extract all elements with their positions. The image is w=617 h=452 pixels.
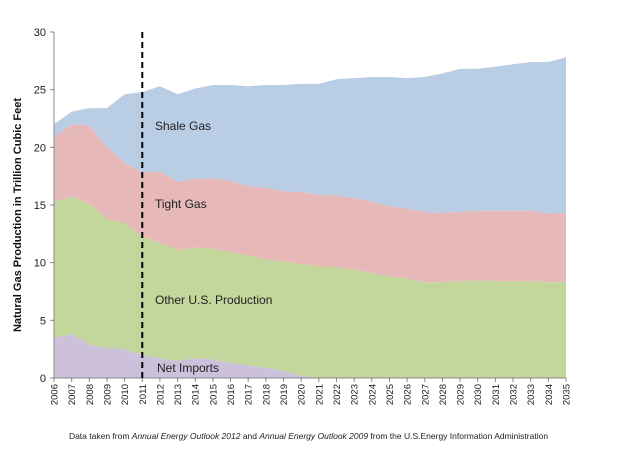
x-tick-label: 2022	[332, 384, 343, 405]
x-tick-label: 2019	[279, 384, 290, 405]
area-label: Net Imports	[157, 361, 219, 375]
area-label: Other U.S. Production	[155, 293, 272, 307]
x-tick-label: 2016	[226, 384, 237, 405]
x-tick-label: 2029	[456, 384, 467, 405]
x-tick-label: 2020	[297, 384, 308, 405]
y-tick-label: 5	[40, 315, 46, 327]
x-tick-label: 2035	[562, 384, 573, 405]
source-prefix: Data taken from	[68, 431, 132, 441]
x-tick-label: 2011	[138, 384, 149, 404]
x-tick-label: 2026	[403, 384, 414, 405]
x-tick-label: 2009	[102, 384, 113, 405]
x-tick-label: 2007	[67, 384, 78, 405]
x-tick-label: 2010	[120, 384, 131, 405]
x-tick-label: 2033	[526, 384, 537, 405]
x-tick-label: 2034	[544, 384, 555, 405]
x-tick-label: 2032	[509, 384, 520, 405]
area-shale-gas	[54, 57, 566, 214]
x-tick-label: 2008	[85, 384, 96, 405]
y-tick-label: 25	[34, 85, 46, 97]
x-tick-label: 2017	[244, 384, 255, 405]
y-tick-label: 20	[34, 142, 46, 154]
area-other-u-s-production	[54, 196, 566, 378]
y-tick-label: 10	[34, 258, 46, 270]
source-middle: and	[240, 431, 260, 441]
x-tick-label: 2025	[385, 384, 396, 405]
source-note: Data taken from Annual Energy Outlook 20…	[0, 431, 617, 441]
area-tight-gas	[54, 124, 566, 283]
x-tick-label: 2006	[50, 384, 61, 405]
x-tick-label: 2021	[314, 384, 325, 405]
source-title-2012: Annual Energy Outlook 2012	[131, 431, 241, 441]
source-suffix: from the U.S.Energy Information Administ…	[368, 431, 549, 441]
y-tick-label: 30	[34, 27, 46, 39]
y-tick-label: 0	[40, 373, 46, 385]
x-tick-label: 2018	[261, 384, 272, 405]
x-tick-label: 2015	[208, 384, 219, 405]
x-tick-label: 2028	[438, 384, 449, 405]
y-axis-label: Natural Gas Production in Trillion Cubic…	[12, 98, 24, 332]
x-tick-label: 2012	[155, 384, 166, 405]
area-label: Shale Gas	[155, 119, 211, 133]
x-tick-label: 2027	[420, 384, 431, 405]
x-tick-label: 2030	[473, 384, 484, 405]
area-label: Tight Gas	[155, 197, 207, 211]
area-net-imports	[54, 334, 566, 378]
y-tick-label: 15	[34, 200, 46, 212]
x-tick-label: 2014	[191, 384, 202, 405]
x-tick-label: 2024	[367, 384, 378, 405]
x-tick-label: 2023	[350, 384, 361, 405]
x-tick-label: 2031	[491, 384, 502, 405]
x-tick-label: 2013	[173, 384, 184, 405]
source-title-2009: Annual Energy Outlook 2009	[259, 431, 369, 441]
